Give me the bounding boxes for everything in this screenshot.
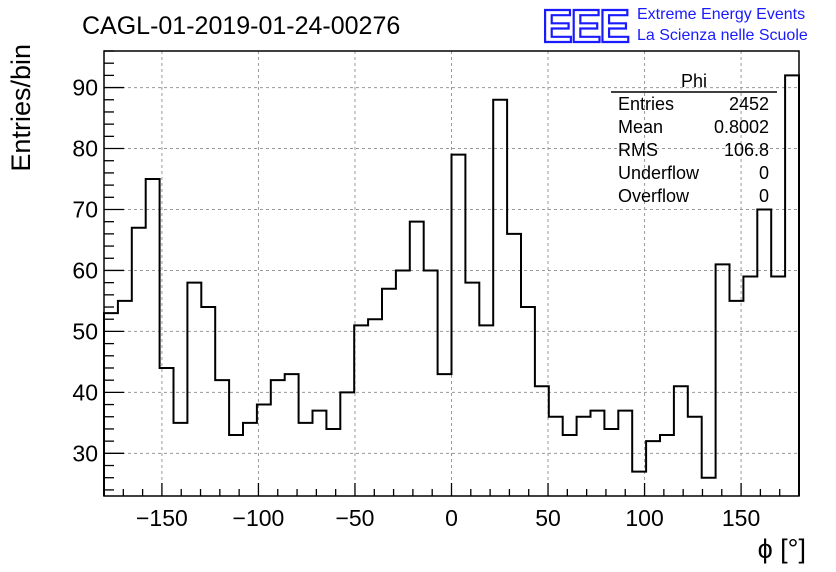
histogram-bin xyxy=(660,435,674,496)
y-tick-label: 90 xyxy=(72,75,98,101)
histogram-bin xyxy=(507,234,521,496)
histogram-bin xyxy=(563,435,577,496)
histogram-bin xyxy=(271,380,285,496)
histogram-bin xyxy=(368,319,382,496)
histogram-bin xyxy=(716,264,730,496)
stats-value-overflow: 0 xyxy=(759,186,769,206)
y-axis-label: Entries/bin xyxy=(6,44,36,172)
histogram-bin xyxy=(132,228,146,496)
histogram-bin xyxy=(285,374,299,496)
histogram-bin xyxy=(257,405,271,496)
stats-box: Phi Entries 2452 Mean 0.8002 RMS 106.8 U… xyxy=(611,71,777,206)
x-axis-label: ϕ [°] xyxy=(758,534,806,564)
histogram-bin xyxy=(424,270,438,496)
histogram-bin xyxy=(340,392,354,496)
y-tick-label: 70 xyxy=(72,196,98,222)
y-tick-label: 60 xyxy=(72,257,98,283)
histogram-bin xyxy=(771,277,785,496)
histogram-bin xyxy=(146,179,160,496)
histogram-series xyxy=(103,74,800,496)
stats-label-entries: Entries xyxy=(618,94,674,114)
histogram-bin xyxy=(410,222,424,496)
x-tick-label: 0 xyxy=(445,505,458,531)
x-tick-label: 150 xyxy=(722,505,760,531)
histogram-bin xyxy=(160,368,174,496)
histogram-bin xyxy=(118,301,132,496)
x-tick-label: 100 xyxy=(625,505,663,531)
histogram-bin xyxy=(591,411,605,496)
grid-lines xyxy=(104,51,799,496)
y-tick-label: 80 xyxy=(72,136,98,162)
histogram-bin xyxy=(757,209,771,496)
histogram-bin xyxy=(702,478,716,496)
logo-line-2: La Scienza nelle Scuole xyxy=(637,27,808,44)
histogram-bin xyxy=(521,307,535,496)
stats-value-mean: 0.8002 xyxy=(714,117,769,137)
x-tick-label: −150 xyxy=(136,505,188,531)
y-tick-label: 30 xyxy=(72,440,98,466)
stats-label-underflow: Underflow xyxy=(618,163,700,183)
axis-ticks: −150 −100 −50 0 50 100 150 30 40 50 60 70 80 90 xyxy=(72,50,800,531)
stats-box-title: Phi xyxy=(681,71,707,91)
stats-label-mean: Mean xyxy=(618,117,663,137)
histogram-bin xyxy=(785,75,799,496)
histogram-bin xyxy=(229,435,243,496)
y-tick-label: 50 xyxy=(72,318,98,344)
histogram-bin xyxy=(187,283,201,496)
histogram-bin xyxy=(438,374,452,496)
x-tick-label: −50 xyxy=(335,505,374,531)
histogram-bin xyxy=(549,417,563,496)
stats-label-overflow: Overflow xyxy=(618,186,690,206)
stats-value-rms: 106.8 xyxy=(724,140,769,160)
histogram-bin xyxy=(382,289,396,496)
histogram-bin xyxy=(215,380,229,496)
histogram-bin xyxy=(618,411,632,496)
stats-value-entries: 2452 xyxy=(729,94,769,114)
logo-line-1: Extreme Energy Events xyxy=(637,6,805,23)
histogram-bin xyxy=(743,277,757,496)
histogram-bin xyxy=(493,100,507,496)
histogram-bin xyxy=(688,417,702,496)
histogram-bin xyxy=(201,307,215,496)
stats-value-underflow: 0 xyxy=(759,163,769,183)
histogram-bin xyxy=(646,441,660,496)
eee-logo: EEE Extreme Energy Events La Scienza nel… xyxy=(541,0,808,53)
histogram-outline xyxy=(103,74,800,496)
histogram-bin xyxy=(479,325,493,496)
histogram-bin xyxy=(313,411,327,496)
histogram-bin xyxy=(326,429,340,496)
y-tick-label: 40 xyxy=(72,379,98,405)
histogram-bin xyxy=(174,423,188,496)
histogram-bin xyxy=(730,301,744,496)
histogram-bin xyxy=(577,417,591,496)
logo-mark: EEE xyxy=(542,0,628,52)
histogram-bin xyxy=(354,325,368,496)
histogram-bin xyxy=(243,423,257,496)
x-tick-label: −100 xyxy=(233,505,285,531)
run-title: CAGL-01-2019-01-24-00276 xyxy=(82,12,400,40)
histogram-bin xyxy=(452,155,466,496)
histogram-bin xyxy=(465,283,479,496)
histogram-bin xyxy=(396,270,410,496)
histogram-bin xyxy=(604,429,618,496)
x-tick-label: 50 xyxy=(535,505,561,531)
histogram-bin xyxy=(299,423,313,496)
stats-label-rms: RMS xyxy=(618,140,658,160)
histogram-bin xyxy=(674,386,688,496)
histogram-bin xyxy=(535,386,549,496)
